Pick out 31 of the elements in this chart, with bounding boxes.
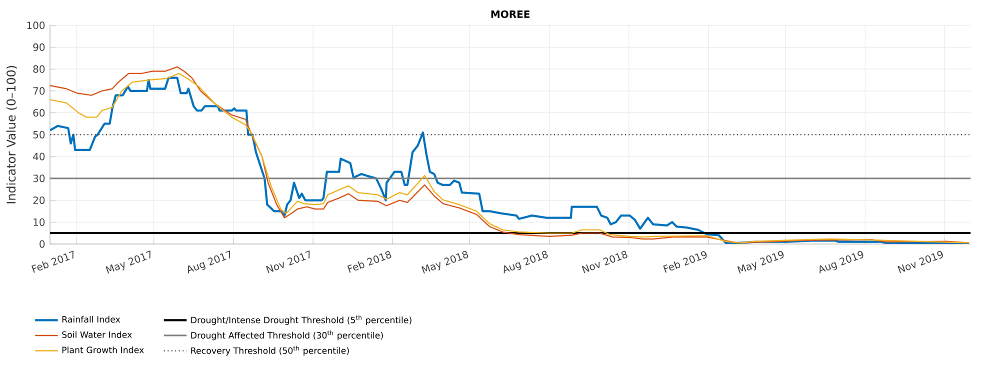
- x-tick-label: May 2019: [737, 250, 784, 274]
- legend-label: Rainfall Index: [62, 316, 120, 323]
- legend-label: Soil Water Index: [62, 331, 132, 338]
- y-tick-label: 80: [33, 65, 45, 73]
- x-tick-label: Nov 2018: [582, 250, 628, 274]
- y-tick-label: 10: [34, 218, 45, 226]
- y-tick-label: 50: [33, 130, 45, 138]
- x-tick-label: Aug 2018: [504, 250, 548, 274]
- x-tick-label: Aug 2017: [188, 250, 230, 274]
- x-tick-label: Feb 2017: [32, 250, 74, 273]
- y-tick-label: 90: [33, 43, 45, 51]
- legend-label: Drought Affected Threshold (30$^{th}$ percentile): [191, 330, 383, 340]
- legend-label: Drought/Intense Drought Threshold (5$^{th}$ percentile): [191, 315, 412, 325]
- x-tick-label: Nov 2017: [266, 250, 310, 274]
- y-axis-title: Indicator Value (0–100): [6, 66, 18, 204]
- y-tick-label: 100: [27, 22, 45, 30]
- y-tick-label: 0: [40, 240, 45, 248]
- legend-label: Recovery Threshold (50$^{th}$ percentile): [191, 346, 349, 356]
- x-tick-label: May 2018: [421, 250, 468, 274]
- y-tick-label: 70: [33, 87, 45, 95]
- legend-label: Plant Growth Index: [62, 346, 144, 354]
- x-tick-label: Feb 2019: [663, 251, 707, 273]
- x-tick-label: Feb 2018: [347, 251, 392, 273]
- x-tick-label: May 2017: [106, 250, 150, 274]
- y-tick-label: 60: [33, 109, 45, 117]
- x-tick-label: Nov 2019: [898, 250, 943, 274]
- chart-title: MOREE: [491, 10, 530, 18]
- y-tick-label: 20: [33, 196, 45, 204]
- y-tick-label: 30: [33, 174, 45, 182]
- x-tick-label: Aug 2019: [820, 250, 864, 274]
- y-tick-label: 40: [33, 152, 45, 160]
